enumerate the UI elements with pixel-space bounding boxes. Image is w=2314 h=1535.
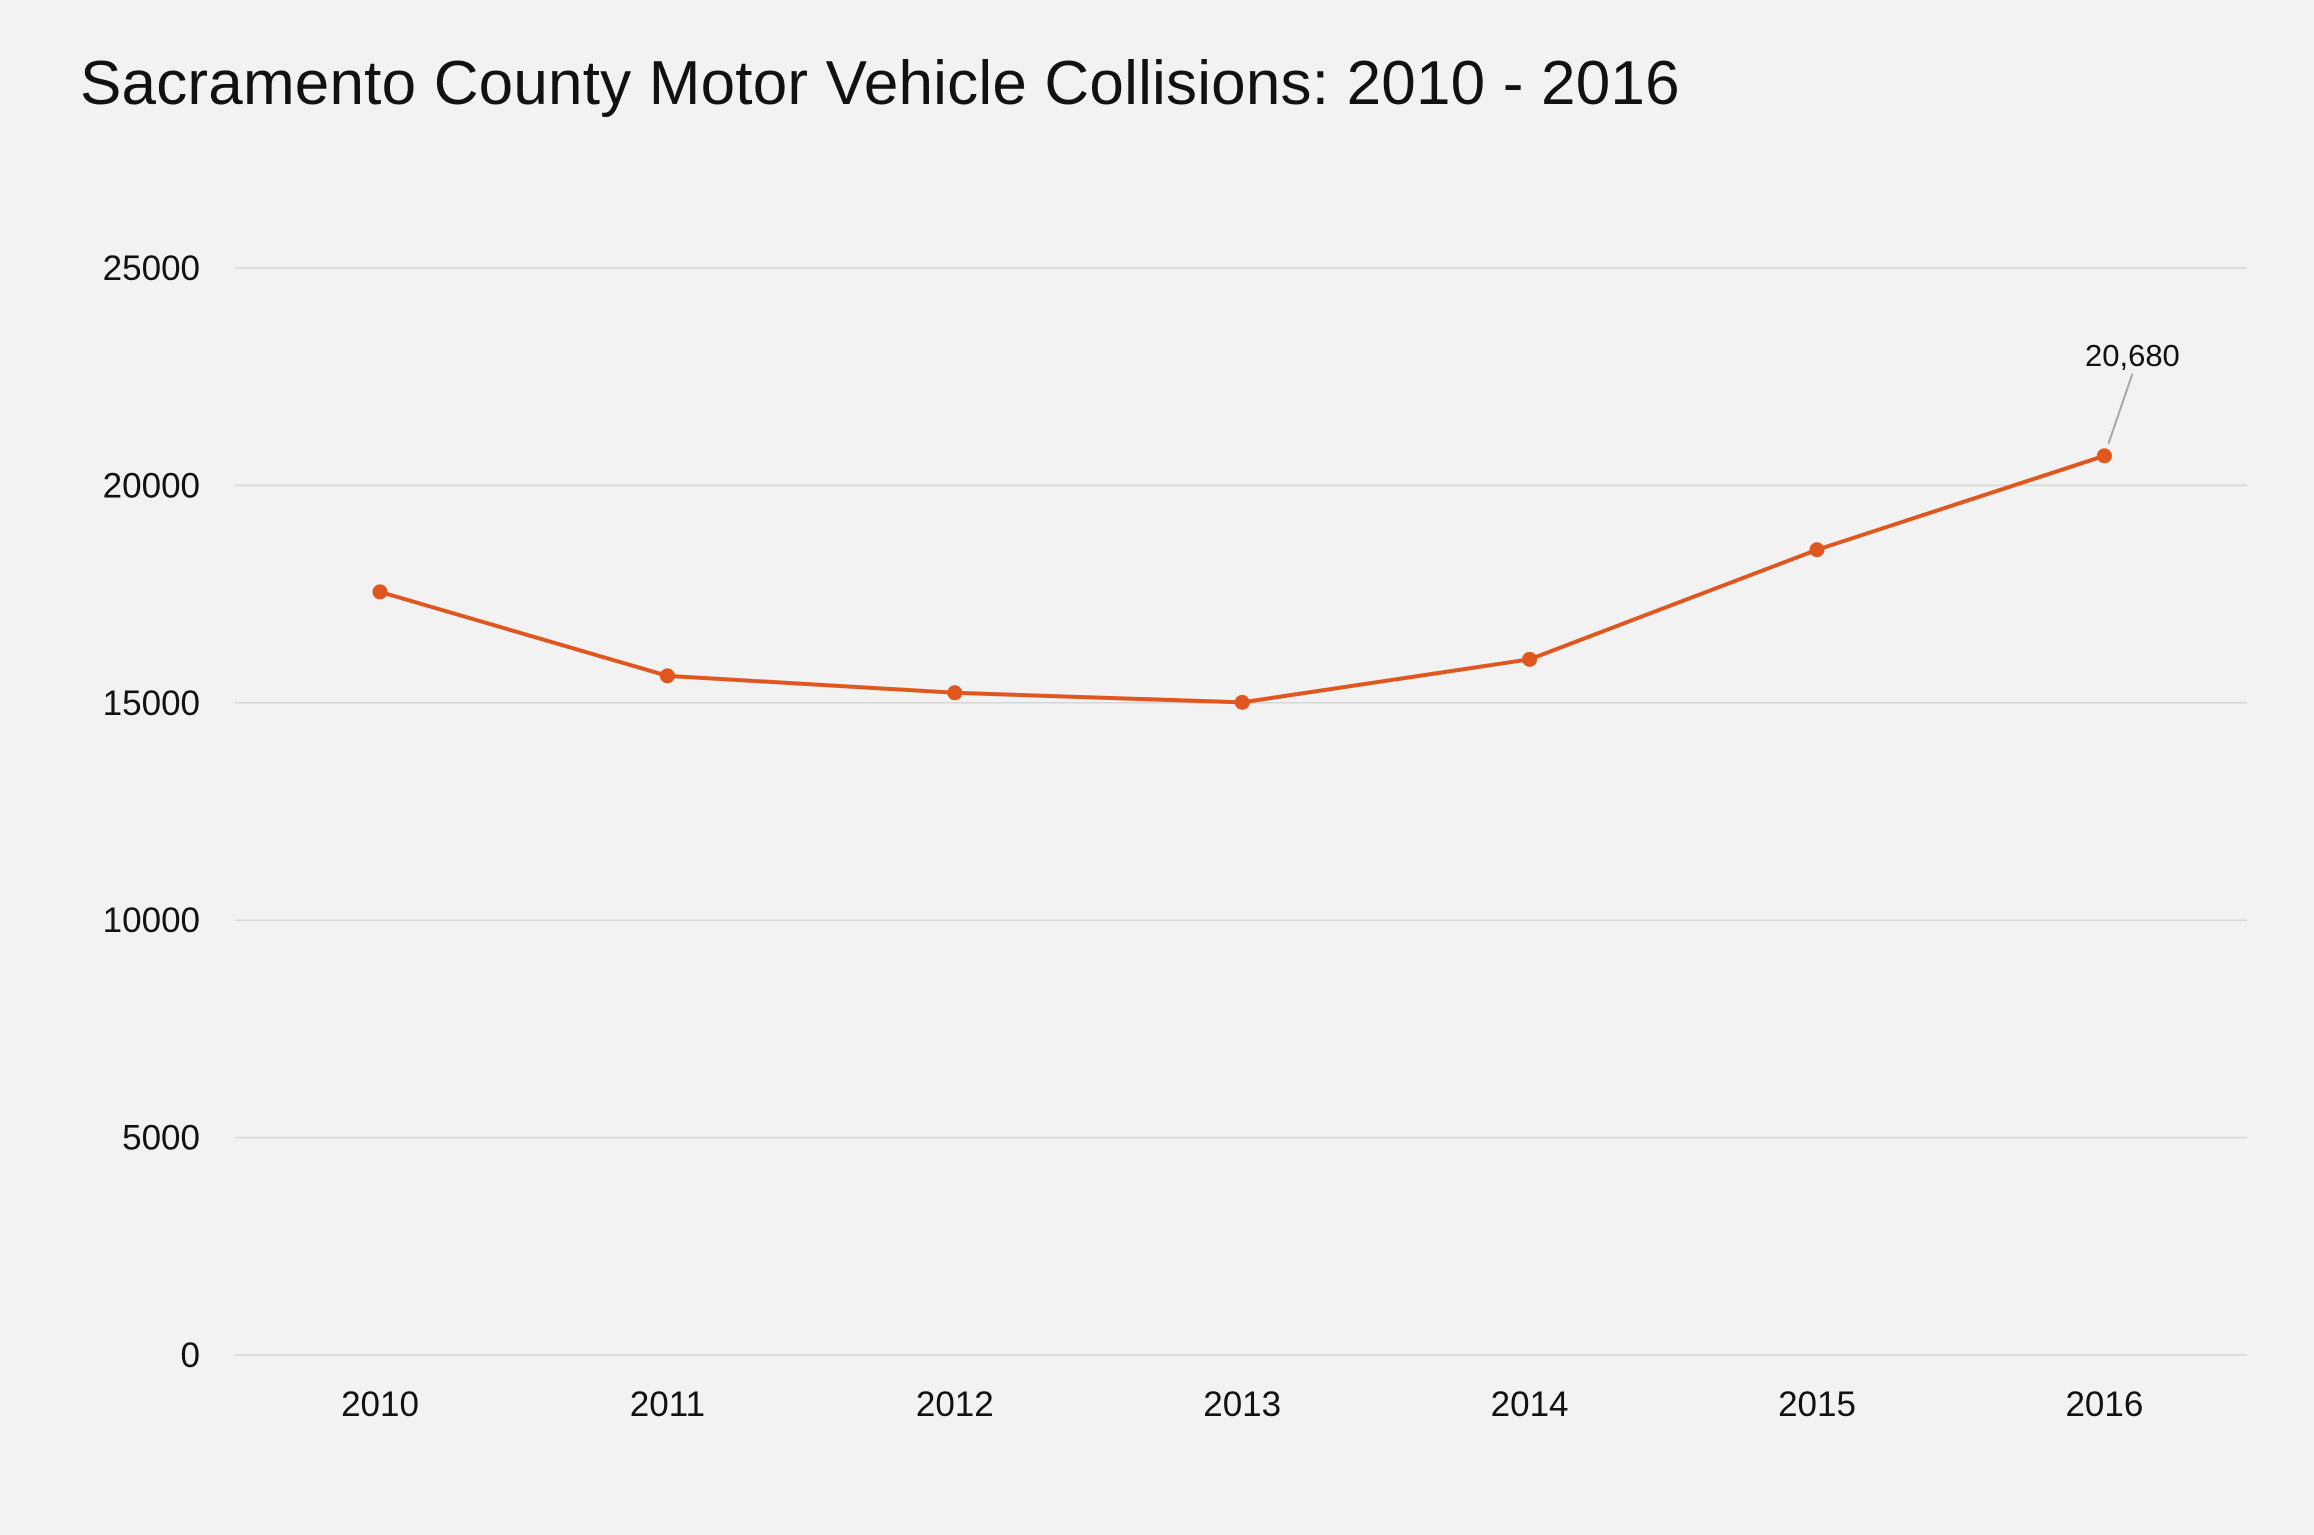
y-tick-label: 20000 [103, 466, 200, 505]
x-tick-label: 2013 [1203, 1385, 1281, 1424]
y-tick-label: 25000 [103, 249, 200, 288]
x-tick-label: 2015 [1778, 1385, 1856, 1424]
x-axis: 2010 2011 2012 2013 2014 2015 2016 [341, 1385, 2143, 1424]
y-tick-label: 10000 [103, 901, 200, 940]
data-point [947, 685, 963, 701]
chart-title: Sacramento County Motor Vehicle Collisio… [80, 49, 1680, 118]
y-axis: 0 5000 10000 15000 20000 25000 [103, 249, 200, 1375]
series-line [378, 453, 2107, 705]
x-tick-label: 2014 [1491, 1385, 1569, 1424]
series-line-group [378, 453, 2107, 705]
data-point [1809, 542, 1825, 558]
data-point [1234, 694, 1250, 710]
data-points [372, 448, 2112, 710]
x-tick-label: 2016 [2065, 1385, 2143, 1424]
x-tick-label: 2011 [630, 1385, 705, 1424]
gridlines [235, 267, 2247, 1356]
y-tick-label: 0 [181, 1336, 200, 1375]
data-label: 20,680 [2085, 338, 2180, 373]
data-point [372, 584, 388, 600]
annotations: 20,680 [2085, 338, 2180, 445]
data-point [2096, 448, 2112, 464]
data-point [659, 668, 675, 684]
x-tick-label: 2010 [341, 1385, 419, 1424]
x-tick-label: 2012 [916, 1385, 994, 1424]
y-tick-label: 5000 [122, 1119, 200, 1158]
data-point [1522, 651, 1538, 667]
y-tick-label: 15000 [103, 684, 200, 723]
annotation-leader-line [2107, 373, 2134, 445]
